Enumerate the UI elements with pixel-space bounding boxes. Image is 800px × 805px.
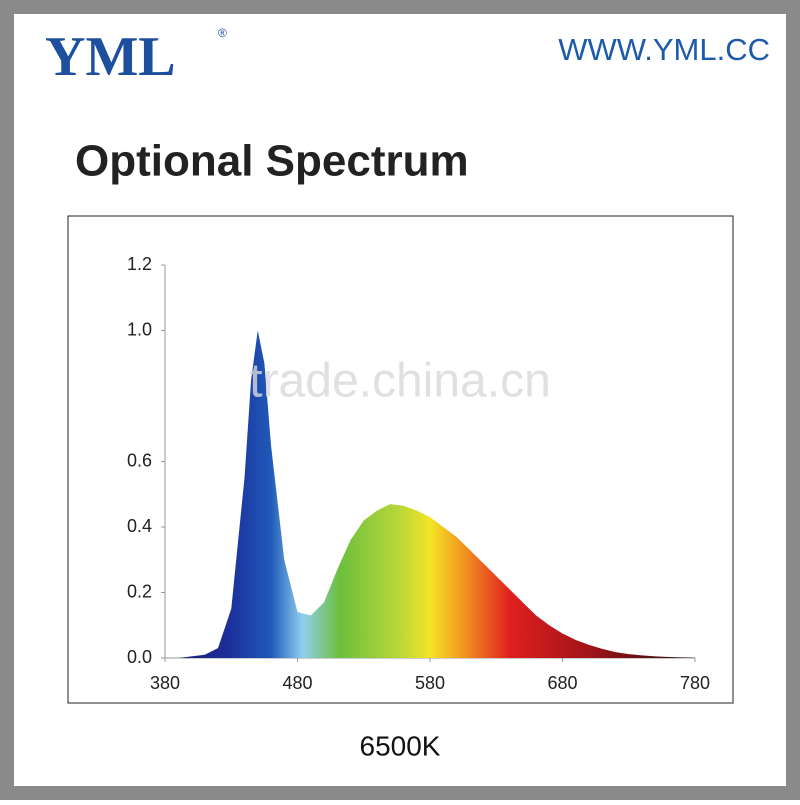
- y-tick-label: 1.0: [127, 319, 152, 339]
- y-tick-label: 0.6: [127, 450, 152, 470]
- x-tick-label: 580: [415, 673, 445, 693]
- spectrum-area: [165, 330, 695, 658]
- url: WWW.YML.CC: [558, 32, 770, 67]
- caption: 6500K: [360, 730, 441, 761]
- chart-box: [67, 215, 734, 704]
- y-tick-label: 0.4: [127, 516, 152, 536]
- y-tick-label: 1.2: [127, 254, 152, 274]
- logo: YML: [45, 26, 176, 88]
- x-tick-label: 680: [547, 673, 577, 693]
- watermark: trade.china.cn: [249, 355, 551, 408]
- x-tick-label: 780: [680, 673, 710, 693]
- x-tick-label: 480: [282, 673, 312, 693]
- y-tick-label: 0.2: [127, 581, 152, 601]
- y-tick-label: 0.0: [127, 647, 152, 667]
- registered-mark: ®: [218, 26, 227, 40]
- plot: 0.0 0.2 0.4 0.6 1.0 1.2 380 480 580 680 780: [127, 254, 710, 693]
- x-tick-label: 380: [150, 673, 180, 693]
- page-title: Optional Spectrum: [75, 137, 469, 186]
